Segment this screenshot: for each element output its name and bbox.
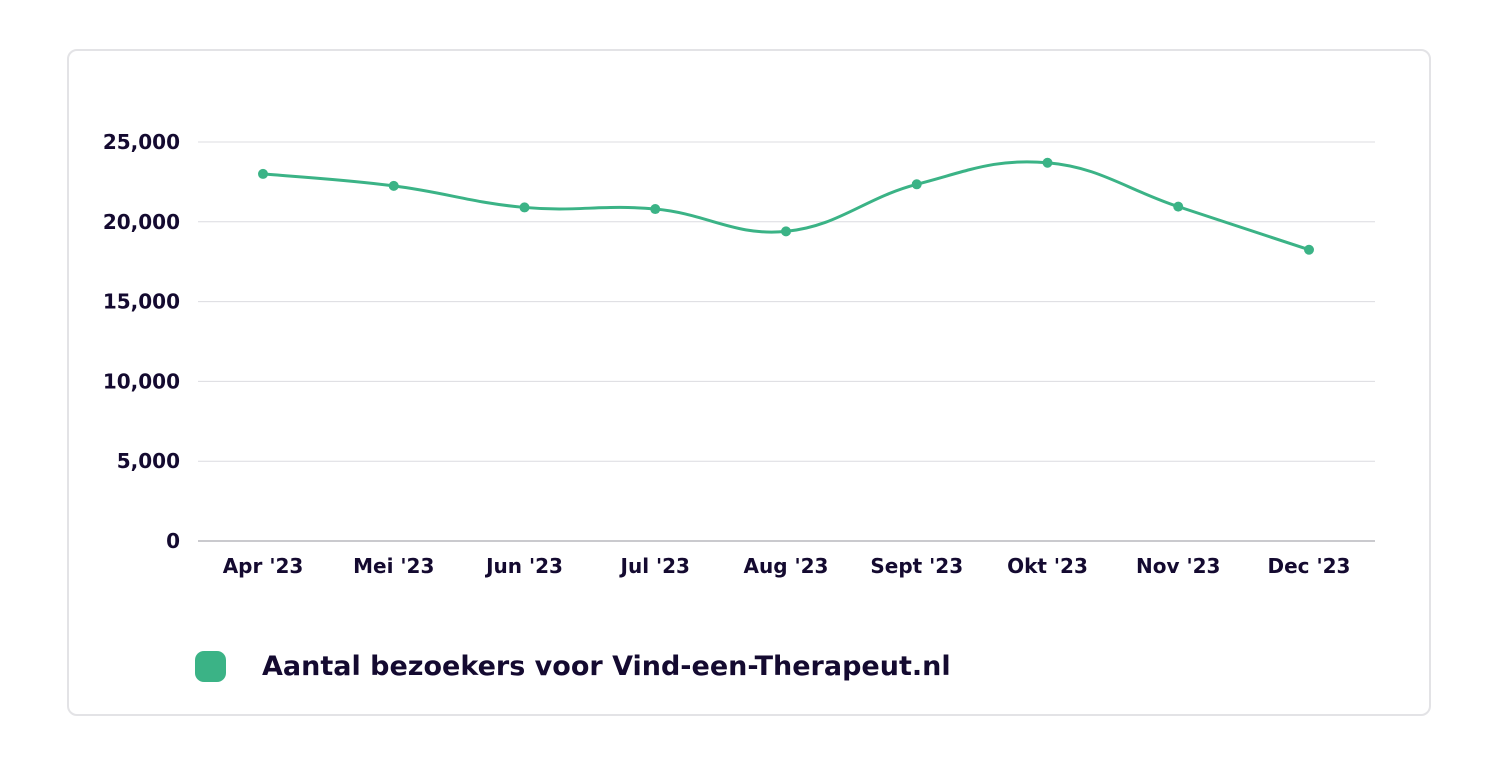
x-tick-label: Dec '23 xyxy=(1268,554,1351,578)
y-tick-label: 5,000 xyxy=(117,449,180,473)
y-tick-label: 10,000 xyxy=(103,369,180,393)
x-tick-label: Mei '23 xyxy=(353,554,434,578)
y-axis-ticks: 0 5,000 10,000 15,000 20,000 25,000 xyxy=(103,130,180,553)
y-tick-label: 25,000 xyxy=(103,130,180,154)
legend-label: Aantal bezoekers voor Vind-een-Therapeut… xyxy=(262,650,951,682)
legend[interactable]: Aantal bezoekers voor Vind-een-Therapeut… xyxy=(195,646,951,686)
y-tick-label: 20,000 xyxy=(103,210,180,234)
x-tick-label: Sept '23 xyxy=(870,554,963,578)
data-point xyxy=(388,180,399,191)
chart-card xyxy=(67,49,1431,716)
x-tick-label: Okt '23 xyxy=(1007,554,1088,578)
data-point xyxy=(1304,244,1314,255)
data-point xyxy=(1173,201,1184,212)
legend-swatch xyxy=(195,650,226,682)
x-tick-label: Jul '23 xyxy=(619,554,690,578)
data-point xyxy=(650,204,661,215)
y-tick-label: 0 xyxy=(166,529,180,553)
series-line xyxy=(261,160,1311,252)
x-tick-label: Nov '23 xyxy=(1136,554,1220,578)
data-points xyxy=(258,157,1314,255)
data-point xyxy=(781,226,791,237)
data-point xyxy=(911,179,922,190)
x-tick-label: Apr '23 xyxy=(223,554,304,578)
x-axis-ticks: Apr '23 Mei '23 Jun '23 Jul '23 Aug '23 Sept … xyxy=(223,554,1351,578)
grid-lines xyxy=(198,141,1375,542)
series-line-group xyxy=(261,160,1311,252)
data-point xyxy=(258,168,268,179)
x-tick-label: Jun '23 xyxy=(484,554,563,578)
data-point xyxy=(1042,157,1053,168)
data-point xyxy=(519,202,530,213)
y-tick-label: 15,000 xyxy=(103,290,180,314)
x-tick-label: Aug '23 xyxy=(744,554,829,578)
